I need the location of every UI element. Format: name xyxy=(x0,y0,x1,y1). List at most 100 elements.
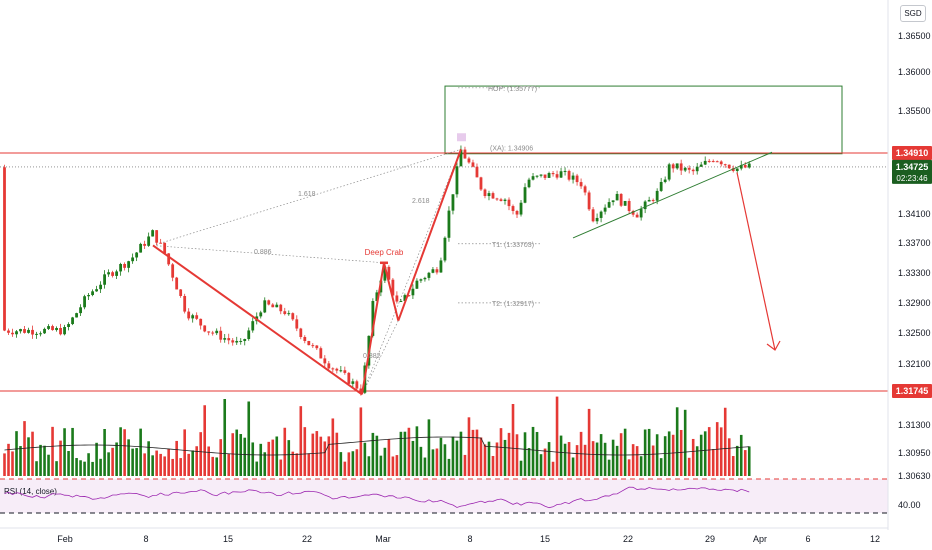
candle-10 xyxy=(43,327,46,335)
volume-bar-63 xyxy=(255,461,259,476)
candle-7 xyxy=(31,325,34,339)
volume-bar-107 xyxy=(431,449,435,476)
candle-67 xyxy=(271,303,275,308)
candle-76 xyxy=(307,340,311,346)
volume-bar-13 xyxy=(55,461,58,476)
volume-bar-157 xyxy=(631,444,635,476)
candle-145 xyxy=(583,184,587,196)
volume-bar-53 xyxy=(215,457,219,476)
candle-83 xyxy=(335,367,339,374)
volume-bar-160 xyxy=(643,429,647,476)
candle-148 xyxy=(595,213,599,225)
candle-21 xyxy=(87,293,90,301)
anno-2618: 2.618 xyxy=(412,198,430,205)
candle-118 xyxy=(475,163,479,178)
volume-bar-143 xyxy=(575,445,579,476)
candle-5 xyxy=(23,326,26,334)
volume-bar-25 xyxy=(103,428,106,476)
volume-bar-59 xyxy=(239,434,243,476)
candle-98 xyxy=(395,291,399,304)
candle-106 xyxy=(427,271,431,281)
price-tick-14: 1.30630 xyxy=(898,471,931,481)
candle-149 xyxy=(599,210,603,223)
volume-bar-131 xyxy=(527,448,531,476)
time-tick-6: 15 xyxy=(540,534,550,544)
volume-bar-20 xyxy=(83,461,86,476)
volume-bar-139 xyxy=(559,435,563,476)
volume-bar-108 xyxy=(435,448,439,476)
volume-bar-117 xyxy=(471,429,475,476)
volume-bar-177 xyxy=(711,449,715,476)
volume-bar-60 xyxy=(243,437,247,476)
forecast-arrow-shaft xyxy=(736,172,776,351)
volume-bar-109 xyxy=(439,437,443,476)
volume-bar-40 xyxy=(163,456,166,476)
price-tick-6: 1.33700 xyxy=(898,238,931,248)
volume-bar-12 xyxy=(51,426,54,476)
candle-87 xyxy=(351,378,355,389)
candle-150 xyxy=(603,204,607,215)
volume-bar-43 xyxy=(175,440,178,476)
candle-105 xyxy=(423,276,427,282)
price-tick-10: 1.32100 xyxy=(898,359,931,369)
candle-34 xyxy=(139,242,143,253)
candle-79 xyxy=(319,346,323,359)
candle-56 xyxy=(227,333,231,345)
candle-131 xyxy=(527,177,531,189)
candle-103 xyxy=(415,278,419,289)
candle-153 xyxy=(615,190,619,201)
candle-136 xyxy=(547,171,551,179)
volume-bar-119 xyxy=(479,437,483,476)
volume-bar-126 xyxy=(507,432,511,476)
candle-169 xyxy=(679,159,683,175)
candle-174 xyxy=(699,161,703,167)
candle-9 xyxy=(39,331,42,337)
harmonic-pattern xyxy=(152,133,466,396)
volume-moving-average xyxy=(4,436,750,456)
volume-bar-39 xyxy=(159,453,162,476)
anno-t1: T1: (1.33703) xyxy=(492,242,534,249)
volume-bar-91 xyxy=(367,456,371,476)
candle-146 xyxy=(587,190,591,212)
volume-bar-87 xyxy=(351,451,355,476)
volume-bar-127 xyxy=(511,404,515,476)
candle-62 xyxy=(251,317,255,333)
anno-hop: HOP: (1.35777) xyxy=(488,86,537,93)
volume-bar-1 xyxy=(7,443,10,476)
volume-bar-90 xyxy=(363,442,367,476)
candle-31 xyxy=(127,260,131,273)
volume-bar-123 xyxy=(495,442,499,476)
candle-2 xyxy=(11,328,14,337)
volume-bar-58 xyxy=(235,429,239,476)
candle-57 xyxy=(231,338,235,346)
candle-33 xyxy=(135,252,139,262)
volume-bar-99 xyxy=(399,431,403,476)
volume-bar-8 xyxy=(35,461,38,476)
candle-112 xyxy=(451,194,455,215)
candle-26 xyxy=(107,269,111,277)
candle-23 xyxy=(95,285,98,292)
currency-badge[interactable]: SGD xyxy=(900,5,926,22)
volume-bar-179 xyxy=(719,427,723,476)
target-zone-box xyxy=(444,85,843,155)
candle-52 xyxy=(211,330,215,336)
fib-line-xb xyxy=(152,245,385,264)
candle-54 xyxy=(219,326,223,343)
candle-102 xyxy=(411,284,415,299)
volume-bar-62 xyxy=(251,442,255,476)
candle-116 xyxy=(467,156,471,164)
candle-22 xyxy=(91,289,94,297)
candle-30 xyxy=(123,262,127,271)
candle-137 xyxy=(551,171,555,177)
candle-42 xyxy=(171,263,175,282)
volume-bar-121 xyxy=(487,441,491,476)
volume-bar-9 xyxy=(39,444,42,476)
volume-bar-141 xyxy=(567,442,571,476)
volume-bar-88 xyxy=(355,449,359,476)
volume-bar-128 xyxy=(515,434,519,476)
volume-bar-0 xyxy=(3,453,6,476)
volume-bar-140 xyxy=(563,443,567,476)
candle-47 xyxy=(191,313,195,323)
candle-133 xyxy=(535,175,539,179)
